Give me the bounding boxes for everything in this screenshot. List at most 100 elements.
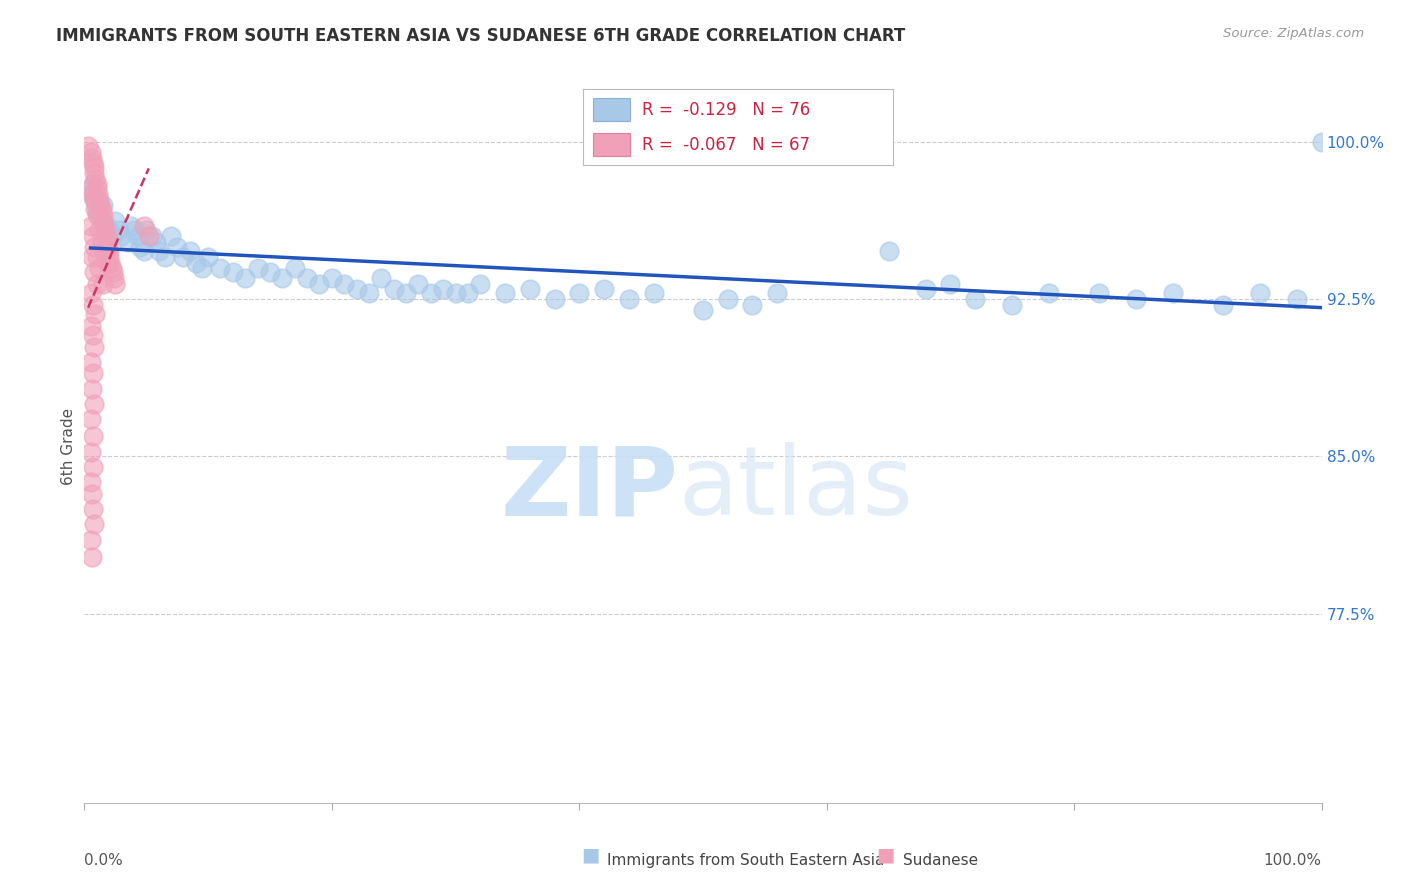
Point: [91, 197, 114, 211]
Point: [82, 187, 104, 202]
Point: [308, 277, 330, 292]
Point: [83, 265, 105, 279]
Point: [84, 202, 107, 216]
Point: [94, 223, 117, 237]
Point: [77, 139, 100, 153]
Point: [87, 187, 110, 202]
Point: [141, 229, 163, 244]
Point: [89, 208, 111, 222]
Point: [91, 277, 114, 292]
Point: [83, 397, 105, 411]
Text: Sudanese: Sudanese: [903, 854, 977, 868]
Point: [79, 181, 101, 195]
Point: [494, 285, 516, 300]
Point: [79, 445, 101, 459]
Point: [82, 155, 104, 169]
Point: [104, 277, 127, 292]
Point: [172, 250, 194, 264]
Point: [97, 239, 120, 253]
Point: [395, 285, 418, 300]
Point: [197, 250, 219, 264]
Point: [82, 298, 104, 312]
Point: [79, 411, 101, 425]
Text: 100.0%: 100.0%: [1264, 853, 1322, 868]
Point: [382, 282, 405, 296]
Point: [1161, 285, 1184, 300]
Point: [222, 265, 245, 279]
Point: [91, 208, 114, 222]
Point: [82, 460, 104, 475]
Point: [284, 260, 307, 275]
Point: [120, 219, 142, 233]
Point: [138, 229, 160, 244]
Point: [568, 285, 591, 300]
Y-axis label: 6th Grade: 6th Grade: [60, 408, 76, 484]
Point: [1212, 298, 1234, 312]
Point: [543, 292, 565, 306]
Point: [79, 319, 101, 334]
Point: [80, 250, 103, 264]
Point: [153, 250, 176, 264]
Point: [470, 277, 492, 292]
Point: [83, 516, 105, 531]
Point: [84, 172, 107, 186]
Point: [877, 244, 900, 258]
Point: [145, 235, 167, 250]
Point: [83, 194, 105, 208]
Point: [939, 277, 962, 292]
Point: [82, 327, 104, 342]
Point: [692, 302, 714, 317]
Point: [86, 177, 108, 191]
Point: [346, 282, 368, 296]
Point: [160, 229, 183, 244]
Point: [82, 428, 104, 442]
Point: [117, 235, 139, 250]
Point: [79, 475, 101, 489]
Text: ■: ■: [581, 846, 600, 864]
Point: [135, 223, 157, 237]
Point: [179, 244, 201, 258]
Point: [321, 271, 343, 285]
Text: IMMIGRANTS FROM SOUTH EASTERN ASIA VS SUDANESE 6TH GRADE CORRELATION CHART: IMMIGRANTS FROM SOUTH EASTERN ASIA VS SU…: [56, 27, 905, 45]
Text: Source: ZipAtlas.com: Source: ZipAtlas.com: [1223, 27, 1364, 40]
Point: [184, 256, 207, 270]
Point: [79, 285, 101, 300]
Point: [79, 355, 101, 369]
Point: [717, 292, 740, 306]
Point: [432, 282, 454, 296]
Point: [82, 502, 104, 516]
Point: [1285, 292, 1308, 306]
Point: [83, 239, 105, 253]
Point: [370, 271, 392, 285]
Point: [1001, 298, 1024, 312]
Text: atlas: atlas: [678, 442, 914, 535]
Point: [93, 244, 115, 258]
Text: Immigrants from South Eastern Asia: Immigrants from South Eastern Asia: [607, 854, 884, 868]
Point: [419, 285, 441, 300]
Point: [246, 260, 269, 275]
Point: [643, 285, 665, 300]
Point: [101, 265, 124, 279]
Point: [209, 260, 232, 275]
Point: [86, 208, 108, 222]
Point: [965, 292, 987, 306]
Point: [98, 250, 121, 264]
Point: [233, 271, 256, 285]
Point: [1310, 135, 1333, 149]
Point: [191, 260, 214, 275]
Point: [127, 229, 149, 244]
Point: [741, 298, 763, 312]
Point: [100, 229, 122, 244]
Point: [166, 239, 188, 253]
Point: [98, 244, 121, 258]
Point: [89, 194, 111, 208]
Point: [148, 244, 170, 258]
FancyBboxPatch shape: [593, 98, 630, 121]
Point: [96, 219, 118, 233]
Point: [593, 282, 616, 296]
Text: ZIP: ZIP: [501, 442, 678, 535]
Point: [122, 223, 145, 237]
Point: [79, 219, 101, 233]
Point: [519, 282, 541, 296]
Point: [79, 533, 101, 548]
